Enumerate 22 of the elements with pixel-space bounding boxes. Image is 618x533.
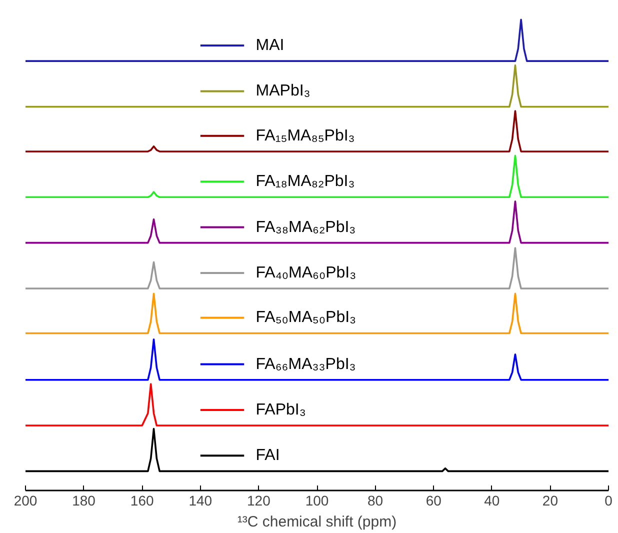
x-tick-label: 140 [188,492,212,508]
legend-label: MAI [256,37,284,54]
x-tick-label: 0 [604,492,613,508]
x-tick-label: 200 [14,492,38,508]
legend-label: FA₁₅MA₈₅PbI₃ [256,127,355,144]
legend-label: FA₄₀MA₆₀PbI₃ [256,264,356,282]
x-tick-label: 120 [247,492,271,508]
x-tick-label: 40 [484,492,500,508]
x-tick-label: 160 [130,492,154,508]
x-tick-label: 80 [368,492,384,508]
x-tick-label: 20 [542,492,558,508]
legend-label: FAPbI₃ [256,401,306,418]
x-axis-title: ¹³C chemical shift (ppm) [237,514,397,530]
x-tick-label: 180 [72,492,96,508]
legend-label: FA₅₀MA₅₀PbI₃ [256,309,356,326]
legend-label: MAPbI₃ [256,82,310,100]
x-tick-label: 100 [305,492,329,508]
legend-label: FAI [256,447,280,464]
legend-label: FA₃₈MA₆₂PbI₃ [256,218,356,236]
x-tick-label: 60 [426,492,442,508]
legend-label: FA₁₈MA₈₂PbI₃ [256,173,355,190]
legend-label: FA₆₆MA₃₃PbI₃ [256,356,356,373]
